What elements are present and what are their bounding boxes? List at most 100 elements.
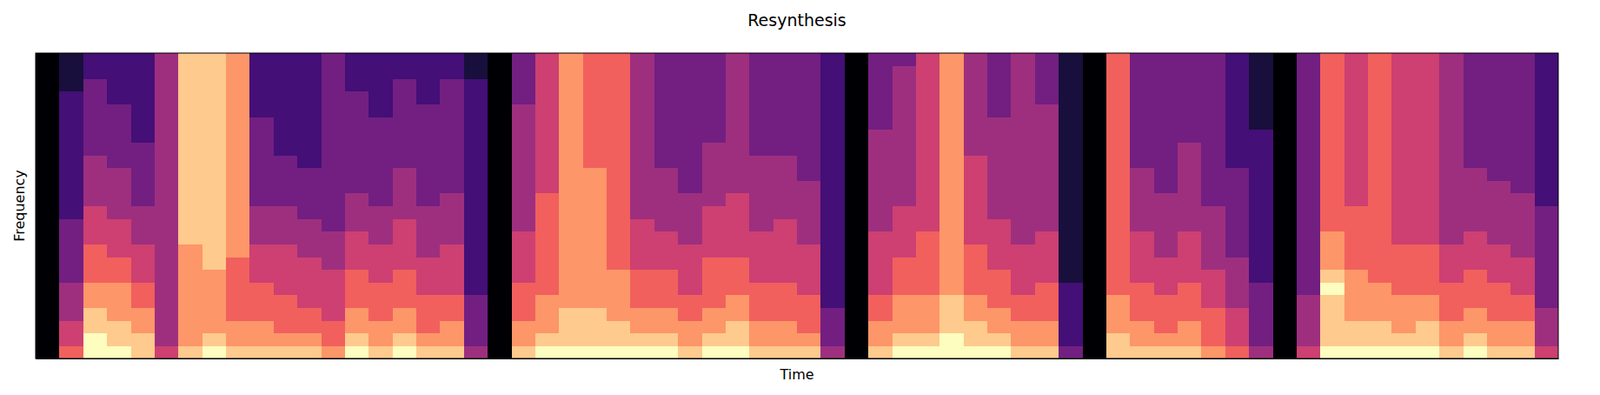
heatmap-cell (249, 243, 274, 257)
heatmap-cell (1010, 269, 1036, 283)
heatmap-cell (630, 218, 655, 232)
heatmap-cell (963, 78, 989, 92)
heatmap-cell (868, 345, 893, 359)
heatmap-cell (1201, 91, 1226, 105)
heatmap-cell (1439, 231, 1464, 245)
heatmap-cell (1296, 104, 1322, 118)
heatmap-cell (392, 294, 418, 308)
heatmap-cell (630, 53, 655, 67)
heatmap-cell (844, 116, 870, 130)
heatmap-cell (225, 141, 251, 155)
heatmap-cell (583, 116, 608, 130)
heatmap-cell (83, 231, 108, 245)
heatmap-cell (131, 179, 156, 193)
heatmap-cell (1177, 218, 1202, 232)
heatmap-cell (1415, 91, 1441, 105)
heatmap-cell (1154, 218, 1179, 232)
heatmap-cell (1367, 116, 1393, 130)
heatmap-cell (1320, 192, 1345, 206)
heatmap-cell (630, 116, 655, 130)
heatmap-cell (35, 231, 60, 245)
heatmap-cell (1177, 256, 1202, 270)
heatmap-cell (368, 307, 393, 321)
heatmap-cell (273, 332, 299, 346)
heatmap-cell (583, 294, 608, 308)
heatmap-cell (702, 129, 727, 143)
heatmap-cell (939, 116, 964, 130)
heatmap-cell (820, 345, 845, 359)
heatmap-cell (83, 66, 108, 80)
heatmap-cell (558, 66, 584, 80)
heatmap-cell (83, 269, 108, 283)
heatmap-cell (464, 104, 489, 118)
heatmap-cell (702, 294, 727, 308)
heatmap-cell (987, 116, 1012, 130)
heatmap-cell (820, 307, 845, 321)
heatmap-cell (583, 205, 608, 220)
heatmap-cell (1510, 78, 1535, 92)
heatmap-cell (1035, 332, 1060, 346)
heatmap-cell (1415, 192, 1441, 206)
heatmap-cell (939, 231, 964, 245)
heatmap-cell (1367, 129, 1393, 143)
heatmap-cell (1058, 205, 1083, 220)
heatmap-cell (368, 179, 393, 193)
heatmap-cell (1439, 104, 1464, 118)
heatmap-cell (1273, 243, 1298, 257)
heatmap-cell (511, 141, 537, 155)
heatmap-cell (1391, 294, 1416, 308)
heatmap-cell (796, 332, 822, 346)
heatmap-cell (773, 319, 798, 333)
heatmap-cell (249, 104, 274, 118)
heatmap-cell (1344, 345, 1369, 359)
heatmap-cell (1391, 281, 1416, 295)
heatmap-cell (796, 345, 822, 359)
heatmap-cell (654, 53, 679, 67)
heatmap-cell (1082, 66, 1108, 80)
heatmap-cell (702, 141, 727, 155)
heatmap-cell (273, 205, 299, 220)
heatmap-cell (1225, 141, 1250, 155)
heatmap-cell (1510, 53, 1535, 67)
heatmap-cell (297, 294, 322, 308)
heatmap-cell (1154, 179, 1179, 193)
heatmap-cell (963, 104, 989, 118)
heatmap-cell (154, 332, 180, 346)
heatmap-cell (939, 269, 964, 283)
heatmap-cell (321, 167, 346, 181)
heatmap-cell (892, 53, 917, 67)
heatmap-cell (654, 179, 679, 193)
heatmap-cell (892, 243, 917, 257)
heatmap-cell (178, 218, 203, 232)
heatmap-cell (630, 179, 655, 193)
heatmap-cell (773, 294, 798, 308)
heatmap-cell (987, 66, 1012, 80)
heatmap-cell (131, 91, 156, 105)
heatmap-cell (1510, 129, 1535, 143)
heatmap-cell (1129, 53, 1155, 67)
heatmap-cell (916, 281, 941, 295)
heatmap-cell (1439, 53, 1464, 67)
heatmap-cell (1391, 167, 1416, 181)
heatmap-cell (939, 294, 964, 308)
heatmap-cell (654, 307, 679, 321)
heatmap-cell (916, 141, 941, 155)
heatmap-cell (439, 78, 465, 92)
heatmap-cell (820, 116, 845, 130)
heatmap-cell (392, 243, 418, 257)
heatmap-cell (1487, 167, 1512, 181)
heatmap-cell (1296, 205, 1322, 220)
heatmap-cell (202, 294, 227, 308)
heatmap-cell (677, 66, 703, 80)
heatmap-cell (487, 345, 512, 359)
heatmap-cell (987, 167, 1012, 181)
heatmap-cell (1344, 256, 1369, 270)
heatmap-cell (83, 141, 108, 155)
heatmap-cell (416, 141, 441, 155)
heatmap-cell (725, 91, 751, 105)
heatmap-cell (1487, 319, 1512, 333)
heatmap-cell (154, 78, 180, 92)
heatmap-cell (844, 294, 870, 308)
heatmap-cell (225, 319, 251, 333)
heatmap-cell (796, 53, 822, 67)
